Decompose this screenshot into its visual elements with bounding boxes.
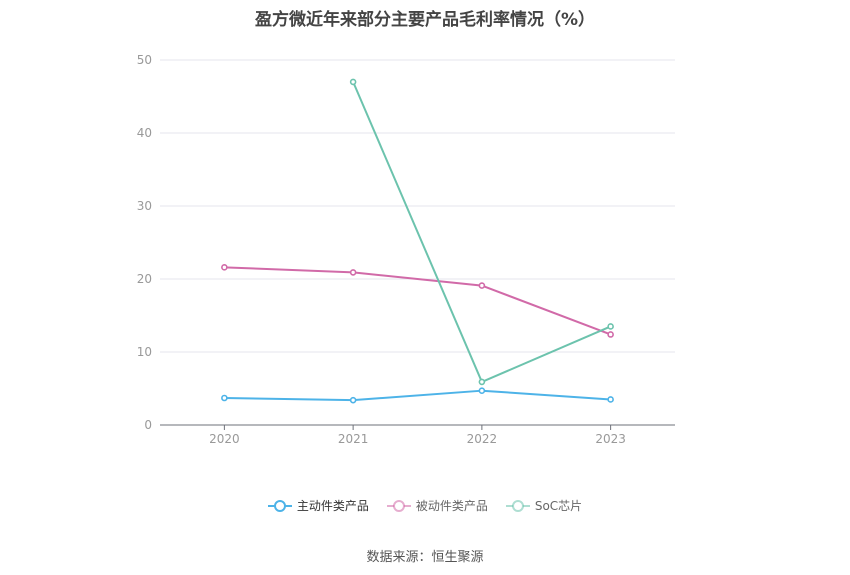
- legend-item[interactable]: SoC芯片: [505, 497, 583, 514]
- legend: 主动件类产品 被动件类产品 SoC芯片: [0, 497, 850, 514]
- data-point[interactable]: [478, 282, 486, 289]
- x-tick-label: 2022: [467, 432, 498, 446]
- y-tick-label: 0: [144, 418, 152, 432]
- data-source: 数据来源：恒生聚源: [366, 550, 484, 565]
- x-tick-label: 2023: [595, 432, 626, 446]
- x-tick-label: 2021: [338, 432, 369, 446]
- y-tick-label: 50: [137, 53, 152, 67]
- legend-swatch-icon: [267, 499, 292, 512]
- chart-title: 盈方微近年来部分主要产品毛利率情况（%）: [254, 10, 596, 30]
- data-point[interactable]: [221, 264, 228, 271]
- series-layer: [221, 78, 614, 404]
- legend-label: 主动件类产品: [296, 499, 369, 513]
- legend-label: 被动件类产品: [415, 499, 488, 513]
- legend-swatch-icon: [505, 499, 530, 512]
- legend-item[interactable]: 主动件类产品: [267, 497, 369, 514]
- series-line-0: [224, 389, 611, 402]
- data-point[interactable]: [349, 396, 357, 404]
- y-tick-label: 40: [137, 126, 152, 140]
- grid-lines: [160, 59, 675, 353]
- series-line-2: [352, 81, 612, 384]
- data-point[interactable]: [349, 78, 357, 86]
- y-tick-label: 20: [137, 272, 152, 286]
- data-point[interactable]: [349, 269, 357, 276]
- x-axis: 2020 2021 2022 2023: [160, 424, 675, 446]
- y-tick-label: 30: [137, 199, 152, 213]
- data-point[interactable]: [607, 331, 614, 338]
- x-tick-label: 2020: [209, 432, 240, 446]
- data-point[interactable]: [478, 387, 486, 394]
- legend-swatch-icon: [386, 499, 411, 512]
- legend-item[interactable]: 被动件类产品: [386, 497, 488, 514]
- y-axis: 0 10 20 30 40 50: [137, 53, 152, 432]
- y-tick-label: 10: [137, 345, 152, 359]
- data-point[interactable]: [607, 323, 614, 330]
- data-point[interactable]: [607, 396, 614, 403]
- series-line-1: [224, 266, 611, 336]
- data-point[interactable]: [478, 378, 486, 386]
- legend-label: SoC芯片: [534, 499, 583, 513]
- data-point[interactable]: [221, 394, 228, 402]
